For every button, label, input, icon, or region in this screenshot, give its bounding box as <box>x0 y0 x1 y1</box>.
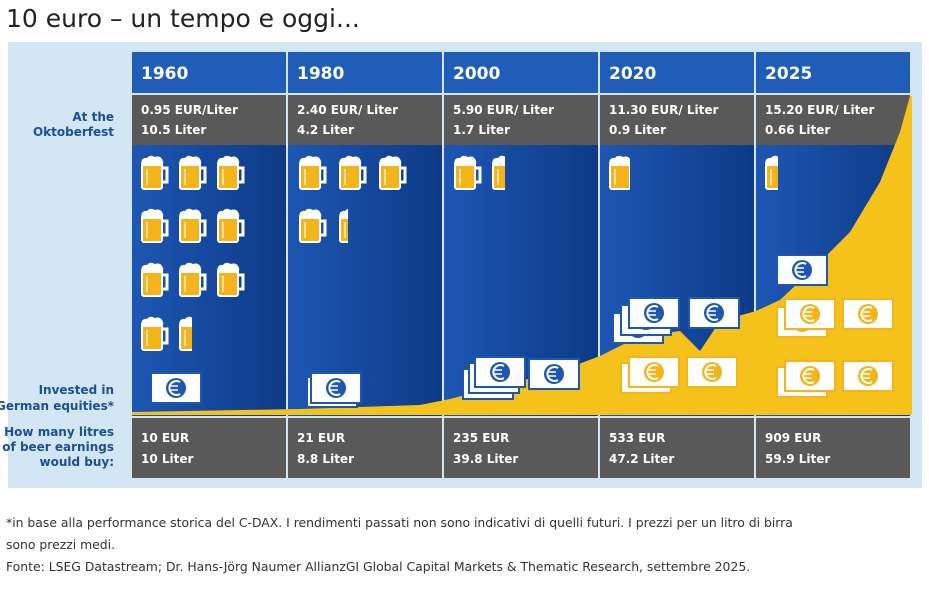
price-cell <box>132 95 286 145</box>
result-cell <box>756 418 910 478</box>
litres: 10.5 Liter <box>141 123 206 137</box>
row-label: would buy: <box>39 455 114 469</box>
price: 5.90 EUR/ Liter <box>453 103 554 117</box>
bought: 39.8 Liter <box>453 452 518 466</box>
year: 1980 <box>297 64 344 84</box>
result-cell <box>444 418 598 478</box>
litres: 4.2 Liter <box>297 123 354 137</box>
header-cell <box>756 52 910 93</box>
footnote: Fonte: LSEG Datastream; Dr. Hans-Jörg Na… <box>6 559 751 574</box>
header-cell <box>600 52 754 93</box>
header-cell <box>444 52 598 93</box>
row-label: Oktoberfest <box>33 125 114 139</box>
year: 2020 <box>609 64 656 84</box>
price-cell <box>600 95 754 145</box>
performance-area <box>132 96 912 415</box>
invested: 533 EUR <box>609 431 665 445</box>
footnotes: *in base alla performance storica del C-… <box>6 512 793 578</box>
result-cell <box>600 418 754 478</box>
row-label: German equities* <box>0 399 115 413</box>
litres: 0.66 Liter <box>765 123 830 137</box>
year: 2000 <box>453 64 500 84</box>
bought: 47.2 Liter <box>609 452 674 466</box>
price-cell <box>756 95 910 145</box>
bought: 59.9 Liter <box>765 452 830 466</box>
litres: 1.7 Liter <box>453 123 510 137</box>
price: 15.20 EUR/ Liter <box>765 103 875 117</box>
row-label: Invested in <box>39 383 114 397</box>
infographic: 1960 0.95 EUR/Liter 10.5 Liter 10 EUR 10 Lit… <box>0 42 922 488</box>
header-cell <box>132 52 286 93</box>
price: 11.30 EUR/ Liter <box>609 103 719 117</box>
row-label: of beer earnings <box>2 440 114 454</box>
row-label: How many litres <box>4 425 114 439</box>
invested: 235 EUR <box>453 431 509 445</box>
body-cell <box>288 145 442 416</box>
header-cell <box>288 52 442 93</box>
row-label: At the <box>72 110 114 124</box>
price: 0.95 EUR/Liter <box>141 103 238 117</box>
bought: 10 Liter <box>141 452 194 466</box>
price-cell <box>444 95 598 145</box>
result-cell <box>132 418 286 478</box>
invested: 909 EUR <box>765 431 821 445</box>
result-cell <box>288 418 442 478</box>
invested: 10 EUR <box>141 431 189 445</box>
price-cell <box>288 95 442 145</box>
bought: 8.8 Liter <box>297 452 354 466</box>
invested: 21 EUR <box>297 431 345 445</box>
price: 2.40 EUR/ Liter <box>297 103 398 117</box>
year: 2025 <box>765 64 812 84</box>
year: 1960 <box>141 64 188 84</box>
litres: 0.9 Liter <box>609 123 666 137</box>
title: 10 euro – un tempo e oggi... <box>6 4 360 33</box>
footnote: *in base alla performance storica del C-… <box>6 515 793 530</box>
footnote: sono prezzi medi. <box>6 537 116 552</box>
